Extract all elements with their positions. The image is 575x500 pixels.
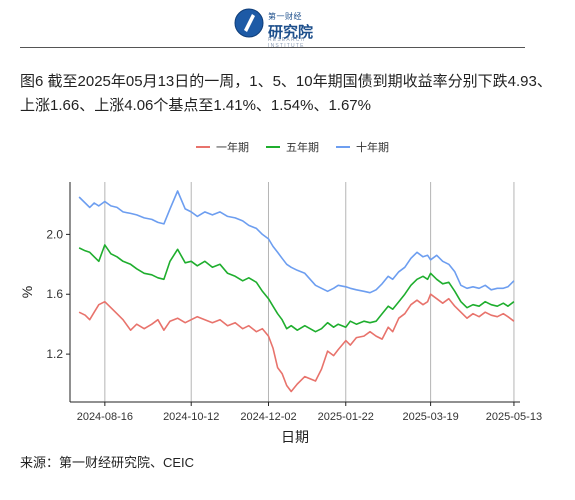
legend-label-ten-year: 十年期 <box>356 142 389 154</box>
x-tick-label: 2025-05-13 <box>486 411 542 423</box>
x-tick-label: 2025-01-22 <box>318 411 374 423</box>
logo-tagline: RESEARCH INSTITUTE <box>268 37 306 49</box>
x-axis-title: 日期 <box>281 429 309 445</box>
header-divider <box>20 47 525 48</box>
legend-swatch-ten-year <box>336 146 350 148</box>
legend-label-one-year: 一年期 <box>216 142 249 154</box>
figure-title: 图6 截至2025年05月13日的一周，1、5、10年期国债到期收益率分别下跌4… <box>20 73 552 114</box>
legend-swatch-five-year <box>266 146 280 148</box>
x-tick-label: 2024-10-12 <box>163 411 219 423</box>
y-tick-label: 1.2 <box>46 347 63 361</box>
legend-label-five-year: 五年期 <box>286 142 319 154</box>
series-line-one-year <box>78 293 515 393</box>
legend-swatch-one-year <box>196 146 210 148</box>
logo-text: 研究院 <box>268 24 314 41</box>
series-line-five-year <box>78 244 515 333</box>
y-tick-label: 1.6 <box>46 287 63 301</box>
source-note: 来源：第一财经研究院、CEIC <box>20 455 195 470</box>
y-tick-label: 2.0 <box>46 227 63 241</box>
y-axis-title: % <box>19 286 35 298</box>
x-tick-label: 2024-12-02 <box>240 411 296 423</box>
brand-logo: 第一财经 研究院 RESEARCH INSTITUTE <box>234 6 344 49</box>
x-tick-label: 2024-08-16 <box>77 411 133 423</box>
logo-emblem-icon <box>234 8 264 38</box>
x-tick-label: 2025-03-19 <box>402 411 458 423</box>
logo-small-text: 第一财经 <box>268 12 302 21</box>
series-line-ten-year <box>78 190 515 294</box>
